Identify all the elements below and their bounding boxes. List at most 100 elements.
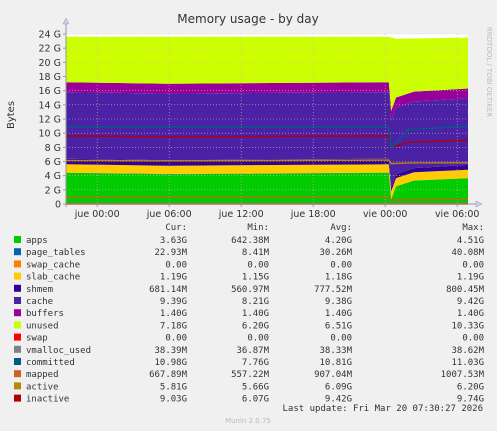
legend-swatch xyxy=(14,236,21,243)
chart-title: Memory usage - by day xyxy=(177,12,318,26)
legend-value: 9.38G xyxy=(325,297,352,307)
y-tick-label: 20 G xyxy=(39,58,61,69)
y-tick-label: 2 G xyxy=(45,185,61,196)
legend-swatch xyxy=(14,394,21,402)
legend-name: active xyxy=(26,382,59,392)
legend-swatch xyxy=(14,370,21,378)
legend-row-committed: committed 10.98G 7.76G 10.81G 11.03G xyxy=(14,358,484,368)
legend-value: 4.51G xyxy=(457,236,484,246)
x-axis-arrow xyxy=(475,200,483,208)
legend-row-inactive: inactive 9.03G 6.07G 9.42G 9.74G xyxy=(14,394,484,405)
rrdtool-watermark: RRDTOOL / TOBI OETIKER xyxy=(485,27,493,117)
legend-value: 8.21G xyxy=(242,297,269,307)
legend-column-header: Min: xyxy=(247,223,269,233)
y-tick-label: 22 G xyxy=(39,44,61,55)
legend-value: 38.39M xyxy=(154,346,187,356)
y-tick-label: 8 G xyxy=(45,143,61,154)
legend-value: 1007.53M xyxy=(441,370,485,380)
legend-value: 10.98G xyxy=(154,358,187,368)
munin-version-footer: Munin 2.0.75 xyxy=(225,417,271,425)
legend-swatch xyxy=(14,333,21,341)
legend-value: 5.66G xyxy=(242,382,269,392)
area-slab-cache xyxy=(66,164,468,200)
area-buffers xyxy=(66,82,468,121)
x-tick-label: jue 00:00 xyxy=(74,209,120,220)
legend-name: page_tables xyxy=(26,248,86,258)
legend-row-swap-cache: swap_cache 0.00 0.00 0.00 0.00 xyxy=(14,260,484,270)
legend-name: slab_cache xyxy=(26,273,80,283)
legend-name: committed xyxy=(26,358,75,368)
legend-value: 681.14M xyxy=(149,285,188,295)
legend-value: 642.38M xyxy=(231,236,270,246)
legend-value: 0.00 xyxy=(330,334,352,344)
x-tick-label: vie 06:00 xyxy=(435,209,480,220)
legend-name: vmalloc_used xyxy=(26,346,91,356)
legend-value: 30.26M xyxy=(319,248,352,258)
y-tick-label: 16 G xyxy=(39,86,61,97)
legend-name: swap xyxy=(26,334,48,344)
legend-value: 40.08M xyxy=(451,248,484,258)
legend-value: 11.03G xyxy=(451,358,484,368)
legend-name: unused xyxy=(26,321,59,331)
y-tick-label: 10 G xyxy=(39,129,61,140)
legend-swatch xyxy=(14,382,21,390)
legend-value: 3.63G xyxy=(160,236,187,246)
legend-row-cache: cache 9.39G 8.21G 9.38G 9.42G xyxy=(14,297,484,307)
line-active xyxy=(65,159,469,165)
legend-name: shmem xyxy=(26,285,53,295)
legend-column-header: Max: xyxy=(462,223,484,233)
area-unused xyxy=(66,36,468,111)
legend-value: 8.41M xyxy=(242,248,270,258)
legend-value: 9.03G xyxy=(160,395,187,405)
legend-swatch xyxy=(14,284,21,292)
y-axis-arrow xyxy=(62,17,70,25)
y-tick-label: 18 G xyxy=(39,72,61,83)
legend-row-unused: unused 7.18G 6.20G 6.51G 10.33G xyxy=(14,321,484,331)
area-shmem xyxy=(66,158,468,192)
legend-value: 5.81G xyxy=(160,382,187,392)
legend-value: 9.74G xyxy=(457,395,484,405)
legend-swatch xyxy=(14,260,21,268)
legend-value: 1.40G xyxy=(160,309,187,319)
legend-swatch xyxy=(14,358,21,365)
line-mapped xyxy=(66,196,469,201)
legend-row-page-tables: page_tables 22.93M 8.41M 30.26M 40.08M xyxy=(14,248,485,258)
legend-name: cache xyxy=(26,297,53,307)
area-cache xyxy=(66,92,468,188)
legend-swatch xyxy=(14,248,21,256)
legend-swatch xyxy=(14,321,21,329)
legend-value: 10.33G xyxy=(451,321,484,331)
y-axis-label: Bytes xyxy=(6,101,17,129)
legend-value: 0.00 xyxy=(462,260,484,270)
legend-name: inactive xyxy=(26,395,69,405)
legend-value: 6.51G xyxy=(325,321,352,331)
legend-value: 800.45M xyxy=(446,285,485,295)
legend-value: 0.00 xyxy=(247,260,269,270)
legend-row-apps: apps 3.63G 642.38M 4.20G 4.51G xyxy=(14,236,484,246)
legend-value: 1.18G xyxy=(325,273,352,283)
legend-value: 38.33M xyxy=(319,346,352,356)
legend-value: 36.87M xyxy=(236,346,269,356)
legend-value: 0.00 xyxy=(330,260,352,270)
y-tick-label: 0 xyxy=(55,200,61,211)
legend-value: 9.42G xyxy=(325,395,352,405)
y-tick-label: 6 G xyxy=(45,157,61,168)
legend-value: 777.52M xyxy=(314,285,353,295)
x-tick-label: jue 12:00 xyxy=(218,209,264,220)
legend-row-mapped: mapped 667.89M 557.22M 907.04M 1007.53M xyxy=(14,370,485,380)
legend-value: 6.20G xyxy=(242,321,269,331)
legend-row-slab-cache: slab_cache 1.19G 1.15G 1.18G 1.19G xyxy=(14,272,484,283)
legend-value: 6.20G xyxy=(457,382,484,392)
legend-row-active: active 5.81G 5.66G 6.09G 6.20G xyxy=(14,382,484,392)
legend-swatch xyxy=(14,345,21,353)
legend-value: 0.00 xyxy=(247,334,269,344)
area-apps xyxy=(66,172,468,204)
legend-value: 0.00 xyxy=(165,334,187,344)
legend-swatch xyxy=(14,297,21,304)
legend-value: 0.00 xyxy=(462,334,484,344)
legend-name: mapped xyxy=(26,370,59,380)
legend-value: 907.04M xyxy=(314,370,353,380)
legend-value: 9.42G xyxy=(457,297,484,307)
legend-value: 560.97M xyxy=(231,285,270,295)
